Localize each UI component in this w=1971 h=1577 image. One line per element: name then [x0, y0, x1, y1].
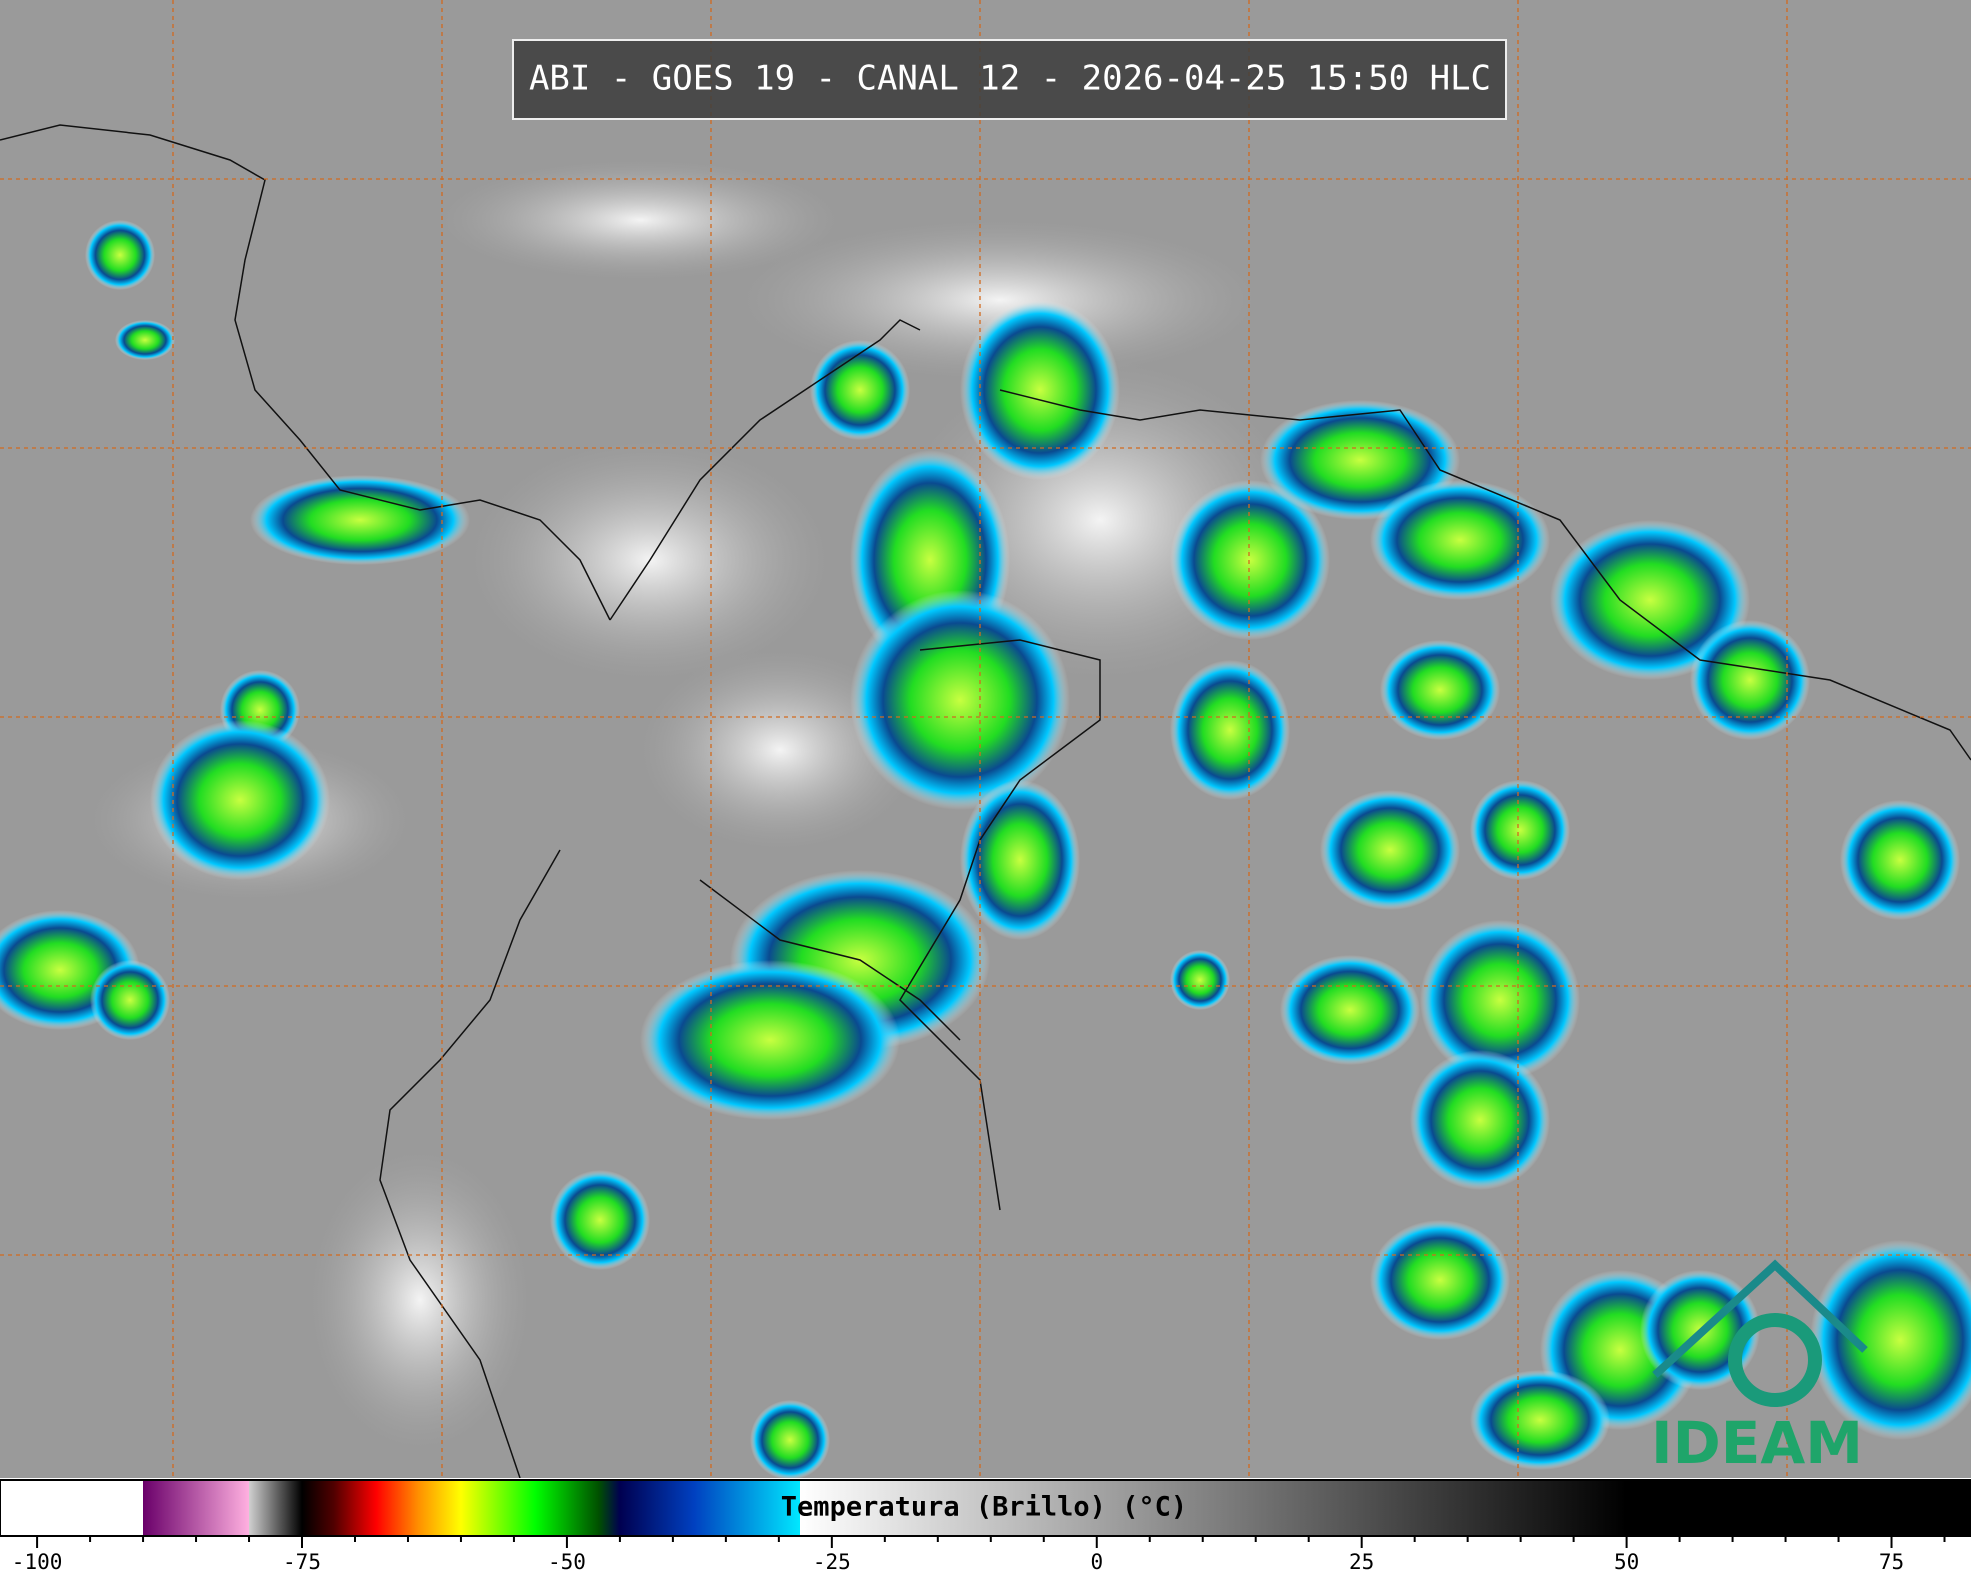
colorbar: Temperatura (Brillo) (°C) -100 -75 -50 -25 0… [0, 1479, 1971, 1574]
cloud [960, 300, 1120, 480]
colorbar-label: Temperatura (Brillo) (°C) [781, 1492, 1187, 1523]
cloud [1170, 660, 1290, 800]
cloud [90, 960, 170, 1040]
tick-label: -100 [12, 1550, 63, 1574]
colorbar-strip [0, 1479, 1971, 1537]
cloud [1370, 1220, 1510, 1340]
cloud [1420, 920, 1580, 1080]
cloud [850, 590, 1070, 810]
cloud [810, 340, 910, 440]
coastlines [0, 124, 1971, 1479]
cloud [1370, 480, 1550, 600]
logo: IDEAM [1651, 1259, 1868, 1477]
cloud [640, 960, 900, 1120]
cloud [1170, 480, 1330, 640]
tick-label: 50 [1614, 1550, 1639, 1574]
border [699, 879, 961, 1041]
coastline [999, 389, 1971, 761]
cloud [150, 720, 330, 880]
title-box [512, 39, 1507, 120]
cloud [115, 320, 175, 360]
tick-label: 75 [1879, 1550, 1904, 1574]
coastline [0, 124, 611, 621]
tick-label: -75 [283, 1550, 321, 1574]
cloud [1280, 955, 1420, 1065]
cloud [1810, 1240, 1971, 1440]
cloud [1550, 520, 1750, 680]
cloud [250, 475, 470, 565]
cloud [1840, 800, 1960, 920]
cloud [1470, 780, 1570, 880]
cloud [750, 1400, 830, 1480]
cloud [1260, 400, 1460, 520]
tick-label: 0 [1090, 1550, 1103, 1574]
cloud [1690, 620, 1810, 740]
title: ABI - GOES 19 - CANAL 12 - 2026-04-25 15… [529, 59, 1491, 99]
cloud [960, 780, 1080, 940]
cloud [550, 1170, 650, 1270]
coastline [609, 319, 921, 621]
coastline [379, 849, 561, 1479]
border [899, 639, 1101, 1211]
cloud [1470, 1370, 1610, 1470]
cloud [1380, 640, 1500, 740]
tick-label: -25 [813, 1550, 851, 1574]
cloud [1170, 950, 1230, 1010]
haze [440, 160, 840, 280]
cloud [1410, 1050, 1550, 1190]
graticule [0, 0, 1971, 1478]
haze [740, 220, 1260, 380]
tick-label: 25 [1349, 1550, 1374, 1574]
logo-roof [1652, 1259, 1868, 1378]
logo-text: IDEAM [1651, 1409, 1863, 1477]
tick-label: -50 [548, 1550, 586, 1574]
logo-swirl [1728, 1313, 1822, 1407]
cloud [85, 220, 155, 290]
haze [310, 1150, 530, 1450]
cloud-layer [0, 220, 1971, 1480]
cloud [1320, 790, 1460, 910]
